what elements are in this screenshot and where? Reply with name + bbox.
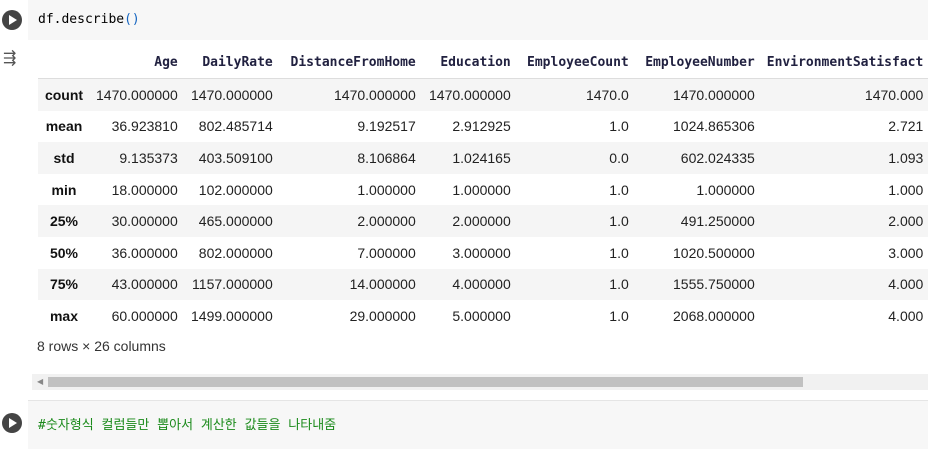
table-cell: 1.024165 [421, 142, 517, 174]
describe-table-wrapper: Age DailyRate DistanceFromHome Education Emp… [38, 47, 928, 332]
table-cell: 491.250000 [634, 205, 761, 237]
table-cell: 36.000000 [111, 244, 178, 261]
column-header: EmployeeCount [516, 47, 635, 79]
table-cell: 1.0 [609, 181, 629, 198]
table-row: 25% 30.000000 465.000000 2.000000 2.000000 1.… [38, 205, 928, 237]
table-cell: 1470.000000 [278, 78, 422, 111]
table-cell: 1470.000000 [183, 78, 279, 111]
column-header: DistanceFromHome [278, 47, 422, 79]
code-paren: () [124, 12, 140, 27]
table-cell: 1470.0 [516, 78, 635, 111]
table-cell: 1470.000000 [421, 78, 517, 111]
table-cell: 30.000000 [90, 205, 184, 237]
table-cell: 1470.000000 [634, 78, 761, 111]
column-header: DailyRate [183, 47, 279, 79]
table-cell: 18.000000 [111, 181, 178, 198]
table-cell: 3.000 [888, 244, 924, 261]
table-cell: 1024.865306 [673, 118, 755, 135]
row-header: min [51, 181, 77, 198]
table-cell: 1.0 [516, 205, 635, 237]
table-row: 75% 43.000000 1157.000000 14.000000 4.000000… [38, 268, 928, 301]
column-header: EmployeeNumber [634, 47, 761, 79]
table-cell: 29.000000 [349, 307, 416, 324]
table-row: 50% 36.000000 802.000000 7.000000 3.000000 1.… [38, 237, 928, 269]
table-cell: 1.000000 [696, 181, 755, 198]
code-editor[interactable]: df.describe() [38, 12, 140, 27]
table-cell: 0.0 [516, 142, 635, 174]
horizontal-scrollbar[interactable]: ◀ [32, 374, 928, 390]
code-cell-describe[interactable] [28, 0, 928, 40]
table-cell: 1470.000 [760, 78, 928, 111]
table-cell: 465.000000 [183, 205, 279, 237]
row-header: 25% [38, 205, 90, 237]
table-cell: 2.721 [888, 118, 924, 135]
table-cell: 1.093 [760, 142, 928, 174]
table-cell: 8.106864 [278, 142, 422, 174]
table-cell: 1157.000000 [183, 268, 279, 301]
table-cell: 1.0 [609, 307, 629, 324]
column-header [38, 47, 90, 79]
output-toggle-icon[interactable]: ⇶ [3, 50, 17, 67]
row-header: std [38, 142, 90, 174]
row-header: 50% [49, 244, 79, 261]
table-cell: 602.024335 [634, 142, 761, 174]
table-row: min 18.000000 102.000000 1.000000 1.000000 1.… [38, 174, 928, 206]
table-cell: 1470.000000 [90, 78, 184, 111]
table-cell: 36.923810 [111, 118, 178, 135]
table-cell: 9.135373 [90, 142, 184, 174]
table-cell: 1.0 [609, 118, 629, 135]
column-header: EnvironmentSatisfact [760, 47, 928, 79]
table-cell: 14.000000 [278, 268, 422, 301]
table-cell: 1020.500000 [673, 244, 755, 261]
table-cell: 7.000000 [357, 244, 416, 261]
table-cell: 403.509100 [183, 142, 279, 174]
table-row: mean 36.923810 802.485714 9.192517 2.912925 1… [38, 111, 928, 143]
table-cell: 60.000000 [111, 307, 178, 324]
table-cell: 1.0 [609, 244, 629, 261]
table-cell: 2.000 [760, 205, 928, 237]
scroll-left-icon[interactable]: ◀ [37, 377, 44, 386]
run-cell-button[interactable] [2, 10, 22, 30]
table-cell: 2.912925 [452, 118, 511, 135]
table-cell: 1.000000 [357, 181, 416, 198]
scrollbar-thumb[interactable] [48, 377, 803, 387]
table-cell: 2.000000 [278, 205, 422, 237]
table-cell: 4.000 [760, 268, 928, 301]
code-comment[interactable]: #숫자형식 컬럼들만 뽑아서 계산한 값들을 나타내줌 [38, 418, 337, 433]
table-cell: 802.485714 [198, 118, 273, 135]
row-header: mean [45, 118, 83, 135]
table-cell: 802.000000 [198, 244, 273, 261]
table-cell: 1.000 [888, 181, 924, 198]
column-header: Age [90, 47, 184, 79]
table-cell: 1499.000000 [191, 307, 273, 324]
table-cell: 5.000000 [452, 307, 511, 324]
row-header: max [49, 307, 79, 324]
table-cell: 9.192517 [357, 118, 416, 135]
table-cell: 2.000000 [421, 205, 517, 237]
run-cell-button[interactable] [2, 413, 22, 433]
column-header: Education [421, 47, 517, 79]
table-cell: 4.000 [888, 307, 924, 324]
table-cell: 1.0 [516, 268, 635, 301]
table-cell: 2068.000000 [673, 307, 755, 324]
shape-label: 8 rows × 26 columns [37, 338, 166, 354]
describe-table: Age DailyRate DistanceFromHome Education Emp… [38, 47, 928, 332]
code-cell-comment[interactable] [28, 400, 928, 449]
table-cell: 43.000000 [90, 268, 184, 301]
table-cell: 1.000000 [452, 181, 511, 198]
table-row: std 9.135373 403.509100 8.106864 1.024165 0.0… [38, 142, 928, 174]
table-cell: 4.000000 [421, 268, 517, 301]
table-row: count 1470.000000 1470.000000 1470.000000 14… [38, 78, 928, 111]
row-header: 75% [38, 268, 90, 301]
table-cell: 1555.750000 [634, 268, 761, 301]
code-text: df.describe [38, 12, 125, 27]
table-row: max 60.000000 1499.000000 29.000000 5.000000… [38, 300, 928, 332]
row-header: count [38, 78, 90, 111]
table-cell: 102.000000 [198, 181, 273, 198]
table-cell: 3.000000 [452, 244, 511, 261]
